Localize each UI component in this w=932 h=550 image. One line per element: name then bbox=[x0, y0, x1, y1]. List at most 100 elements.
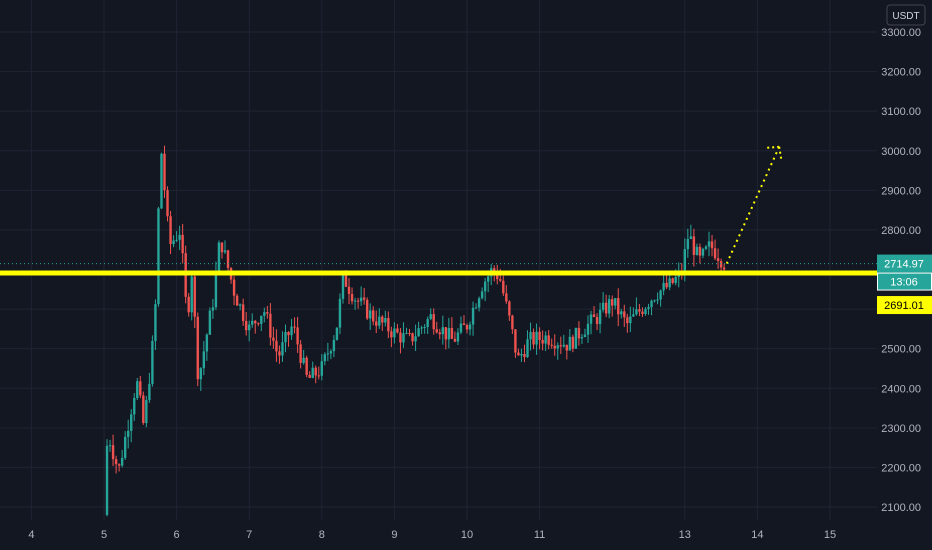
candle-body bbox=[614, 298, 617, 306]
candle-body bbox=[178, 234, 181, 240]
candle-body bbox=[493, 268, 496, 273]
candle-body bbox=[722, 267, 726, 270]
candle-body bbox=[293, 326, 296, 328]
candle-body bbox=[683, 249, 686, 273]
countdown-tag-inner bbox=[878, 273, 931, 290]
candle-body bbox=[296, 327, 299, 345]
candle-body bbox=[689, 236, 693, 240]
candle-body bbox=[459, 323, 463, 333]
candle-body bbox=[477, 298, 481, 308]
candle-body bbox=[514, 329, 517, 353]
candle-body bbox=[308, 374, 311, 378]
candle-body bbox=[420, 327, 423, 329]
candle-body bbox=[154, 304, 157, 341]
x-tick-label: 13 bbox=[679, 529, 691, 541]
candle-body bbox=[384, 318, 387, 323]
candle-body bbox=[220, 242, 224, 253]
candle-body bbox=[323, 354, 327, 362]
candle-body bbox=[114, 459, 118, 465]
candle-body bbox=[284, 332, 287, 343]
candle-body bbox=[302, 357, 305, 363]
candle-body bbox=[287, 332, 290, 336]
candle-body bbox=[266, 312, 269, 314]
candle-body bbox=[214, 271, 218, 308]
candle-body bbox=[130, 414, 133, 431]
candle-body bbox=[559, 345, 562, 347]
candle-body bbox=[598, 309, 602, 325]
candle-body bbox=[120, 457, 124, 466]
candle-body bbox=[372, 310, 375, 322]
x-tick-label: 9 bbox=[391, 529, 397, 541]
candle-body bbox=[142, 395, 145, 424]
candle-body bbox=[332, 339, 336, 352]
candle-body bbox=[468, 324, 472, 330]
candle-body bbox=[281, 342, 284, 356]
projection-arrow bbox=[725, 145, 783, 264]
candle-body bbox=[574, 327, 578, 349]
x-tick-label: 15 bbox=[824, 529, 836, 541]
candle-body bbox=[607, 299, 611, 314]
candle-body bbox=[517, 352, 520, 356]
currency-label[interactable]: USDT bbox=[892, 11, 919, 22]
projection-arrowhead-left bbox=[767, 145, 780, 149]
candle-body bbox=[701, 248, 705, 256]
time-axis-panel[interactable] bbox=[0, 520, 877, 550]
candle-body bbox=[650, 300, 653, 308]
candle-body bbox=[251, 320, 254, 325]
candle-body bbox=[638, 309, 641, 312]
candle-body bbox=[426, 319, 429, 328]
y-tick-label: 2400.00 bbox=[881, 383, 921, 395]
candle-body bbox=[108, 445, 112, 447]
candle-body bbox=[474, 307, 478, 309]
candle-body bbox=[462, 323, 466, 325]
candle-body bbox=[601, 302, 605, 310]
currency-badge-box[interactable] bbox=[886, 4, 926, 26]
candle-body bbox=[565, 344, 569, 351]
last-price-label: 2714.97 bbox=[884, 259, 924, 271]
y-tick-label: 3100.00 bbox=[881, 106, 921, 118]
candle-body bbox=[263, 312, 266, 316]
candle-body bbox=[544, 335, 547, 344]
candle-body bbox=[359, 297, 363, 302]
candle-body bbox=[698, 246, 702, 256]
candle-body bbox=[369, 310, 372, 319]
candle-body bbox=[674, 276, 677, 283]
candle-body bbox=[417, 328, 420, 337]
candle-body bbox=[456, 332, 460, 342]
x-tick-label: 4 bbox=[28, 529, 34, 541]
candle-body bbox=[435, 329, 438, 333]
candle-body bbox=[632, 314, 635, 317]
candle-body bbox=[226, 250, 230, 268]
candle-body bbox=[453, 338, 457, 342]
candle-body bbox=[326, 353, 330, 355]
candle-body bbox=[378, 316, 381, 326]
candle-body bbox=[662, 282, 665, 291]
candle-body bbox=[423, 327, 426, 329]
candle-body bbox=[341, 274, 345, 299]
currency-badge[interactable]: USDT bbox=[886, 4, 926, 26]
candle-body bbox=[595, 317, 599, 325]
candle-body bbox=[480, 291, 484, 299]
y-tick-label: 2200.00 bbox=[881, 462, 921, 474]
y-tick-label: 3300.00 bbox=[881, 27, 921, 39]
candle-body bbox=[502, 280, 505, 294]
candle-body bbox=[232, 279, 236, 296]
candle-body bbox=[444, 327, 448, 340]
candle-body bbox=[589, 314, 593, 324]
candle-body bbox=[290, 326, 293, 336]
candle-body bbox=[314, 367, 317, 376]
candle-body bbox=[335, 327, 339, 340]
candle-body bbox=[329, 351, 333, 354]
candle-body bbox=[260, 315, 263, 324]
candle-body bbox=[157, 208, 160, 305]
candle-body bbox=[620, 311, 623, 315]
candle-body bbox=[686, 239, 690, 250]
candle-body bbox=[635, 309, 638, 315]
x-tick-label: 6 bbox=[174, 529, 180, 541]
candle-body bbox=[127, 430, 130, 437]
candle-body bbox=[547, 335, 550, 345]
support-price-label: 2691.01 bbox=[884, 300, 924, 312]
candle-body bbox=[399, 332, 402, 343]
candle-body bbox=[390, 331, 393, 338]
